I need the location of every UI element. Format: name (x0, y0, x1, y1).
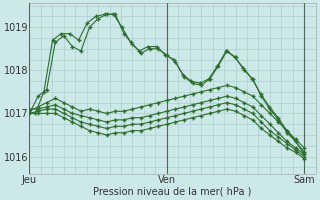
X-axis label: Pression niveau de la mer( hPa ): Pression niveau de la mer( hPa ) (93, 187, 252, 197)
